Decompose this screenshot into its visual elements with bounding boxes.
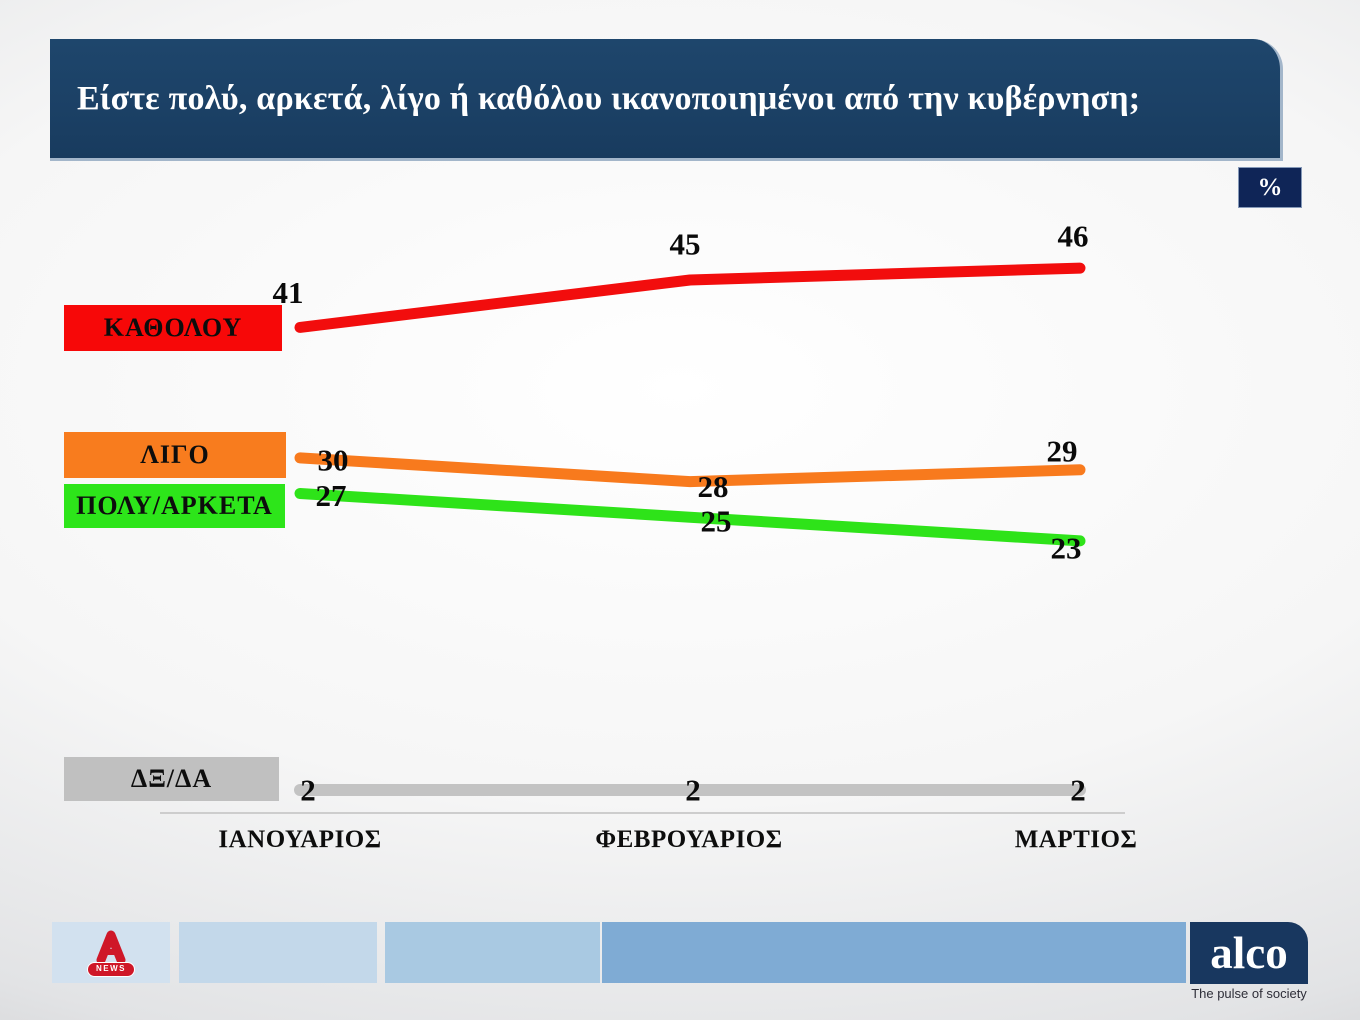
value-label: 23 <box>1051 530 1082 565</box>
axis-label-january: ΙΑΝΟΥΑΡΙΟΣ <box>218 826 382 853</box>
value-label: 27 <box>316 478 347 513</box>
alco-logo: alco <box>1190 922 1308 984</box>
axis-label-march: ΜΑΡΤΙΟΣ <box>1014 826 1138 853</box>
value-label: 2 <box>1070 773 1086 808</box>
alco-tagline: The pulse of society <box>1191 986 1307 1001</box>
value-label: 25 <box>701 504 732 539</box>
value-label: 28 <box>698 469 729 504</box>
legend-dx-da: ΔΞ/ΔΑ <box>64 757 279 801</box>
series-line-0 <box>294 262 1086 333</box>
legend-katholou: ΚΑΘΟΛΟΥ <box>64 305 282 351</box>
series-line-1 <box>294 452 1086 488</box>
footer-block-alpha: NEWS <box>52 922 170 983</box>
value-label: 46 <box>1058 219 1089 254</box>
axis-label-february: ΦΕΒΡΟΥΑΡΙΟΣ <box>595 826 783 853</box>
value-label: 29 <box>1047 433 1078 468</box>
value-label: 30 <box>318 442 349 477</box>
series-line-2 <box>294 488 1086 547</box>
alpha-news-logo-icon <box>96 930 126 964</box>
page-title: Είστε πολύ, αρκετά, λίγο ή καθόλου ικανο… <box>77 79 1141 117</box>
footer-block-3 <box>602 922 1186 983</box>
value-label: 2 <box>685 773 701 808</box>
legend-ligo: ΛΙΓΟ <box>64 432 286 478</box>
legend-poly-arketa: ΠΟΛΥ/ΑΡΚΕΤΑ <box>64 484 285 528</box>
value-label: 45 <box>670 227 701 262</box>
percent-unit-badge: % <box>1238 167 1302 208</box>
footer-block-2 <box>385 922 600 983</box>
footer-block-1 <box>179 922 377 983</box>
value-label: 2 <box>300 773 316 808</box>
alpha-news-pill: NEWS <box>87 961 135 977</box>
header-bar: Είστε πολύ, αρκετά, λίγο ή καθόλου ικανο… <box>50 39 1283 161</box>
